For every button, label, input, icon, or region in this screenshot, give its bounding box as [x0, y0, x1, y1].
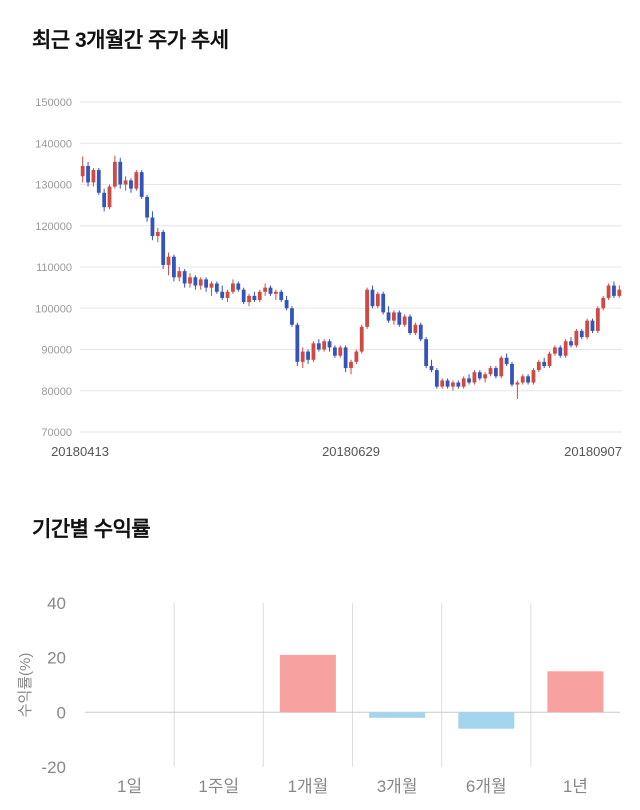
- svg-text:-20: -20: [41, 758, 66, 777]
- svg-text:0: 0: [57, 703, 66, 722]
- svg-text:3개월: 3개월: [377, 777, 418, 796]
- svg-text:1일: 1일: [117, 777, 142, 796]
- svg-text:1개월: 1개월: [288, 777, 329, 796]
- svg-text:20180413: 20180413: [51, 444, 109, 459]
- returns-bar-chart: 40 20 0 -20 1일 1주일 1개월 3개월 6개월 1년 수익률(%): [17, 594, 620, 796]
- svg-text:90000: 90000: [41, 345, 72, 357]
- price-trend-candlestick-chart: 70000 80000 90000 100000 110000 120000 130000 1…: [35, 97, 622, 459]
- svg-text:120000: 120000: [35, 221, 72, 233]
- svg-text:130000: 130000: [35, 180, 72, 192]
- svg-text:100000: 100000: [35, 303, 72, 315]
- svg-text:140000: 140000: [35, 138, 72, 150]
- price-trend-title: 최근 3개월간 주가 추세: [32, 29, 229, 52]
- svg-text:20: 20: [47, 649, 66, 668]
- svg-text:70000: 70000: [41, 427, 72, 439]
- returns-title: 기간별 수익률: [32, 518, 151, 541]
- svg-text:수익률(%): 수익률(%): [17, 653, 34, 718]
- svg-text:6개월: 6개월: [466, 777, 507, 796]
- svg-text:80000: 80000: [41, 386, 72, 398]
- svg-text:1년: 1년: [563, 777, 588, 796]
- svg-text:1주일: 1주일: [198, 777, 239, 796]
- svg-text:20180907: 20180907: [564, 444, 622, 459]
- svg-text:150000: 150000: [35, 97, 72, 109]
- svg-text:110000: 110000: [36, 262, 72, 274]
- svg-text:40: 40: [47, 594, 66, 613]
- svg-text:20180629: 20180629: [322, 444, 380, 459]
